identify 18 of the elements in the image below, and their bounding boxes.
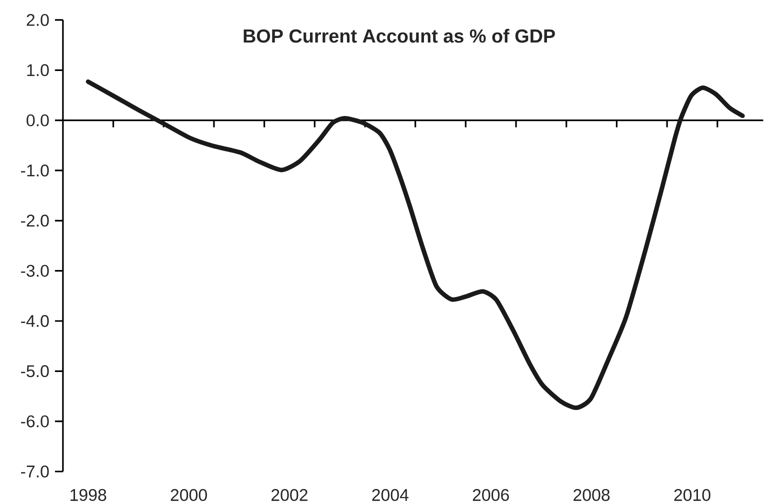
y-tick-label: 0.0	[26, 114, 49, 126]
y-tick-label: -3.0	[21, 264, 49, 277]
y-tick-label: -5.0	[21, 365, 49, 378]
y-tick-label: -7.0	[21, 465, 49, 478]
x-tick-label: 2008	[574, 488, 610, 501]
y-tick-label: 2.0	[26, 14, 49, 26]
x-tick-label: 1998	[70, 488, 106, 501]
y-tick-label: -1.0	[21, 164, 49, 176]
x-tick-label: 2010	[674, 488, 710, 501]
chart-title: BOP Current Account as % of GDP	[244, 28, 555, 43]
y-tick-label: 1.0	[27, 64, 49, 76]
x-tick-label: 2002	[272, 488, 308, 501]
x-tick-label: 2000	[170, 488, 207, 501]
x-tick-label: 2004	[372, 488, 408, 501]
x-tick-label: 2006	[472, 488, 509, 501]
y-tick-label: -2.0	[21, 214, 49, 227]
y-tick-label: -4.0	[21, 314, 49, 327]
y-tick-label: -6.0	[21, 415, 49, 428]
